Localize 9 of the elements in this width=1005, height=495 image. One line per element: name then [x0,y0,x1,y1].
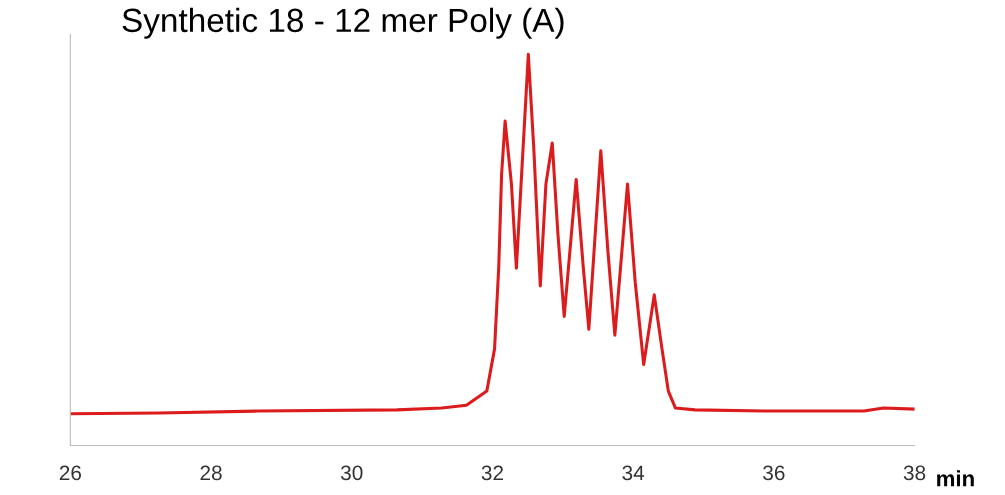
x-tick-label: 34 [622,465,645,481]
x-tick-label: 26 [59,465,82,481]
x-tick-label: 32 [481,465,503,481]
x-tick-label: 30 [340,465,363,481]
x-tick-label: 28 [200,465,222,481]
x-tick-label: 38 [903,465,926,481]
chart-title: Synthetic 18 - 12 mer Poly (A) [122,7,564,39]
x-tick-label: 36 [763,465,785,481]
x-axis-title: min [937,470,974,487]
